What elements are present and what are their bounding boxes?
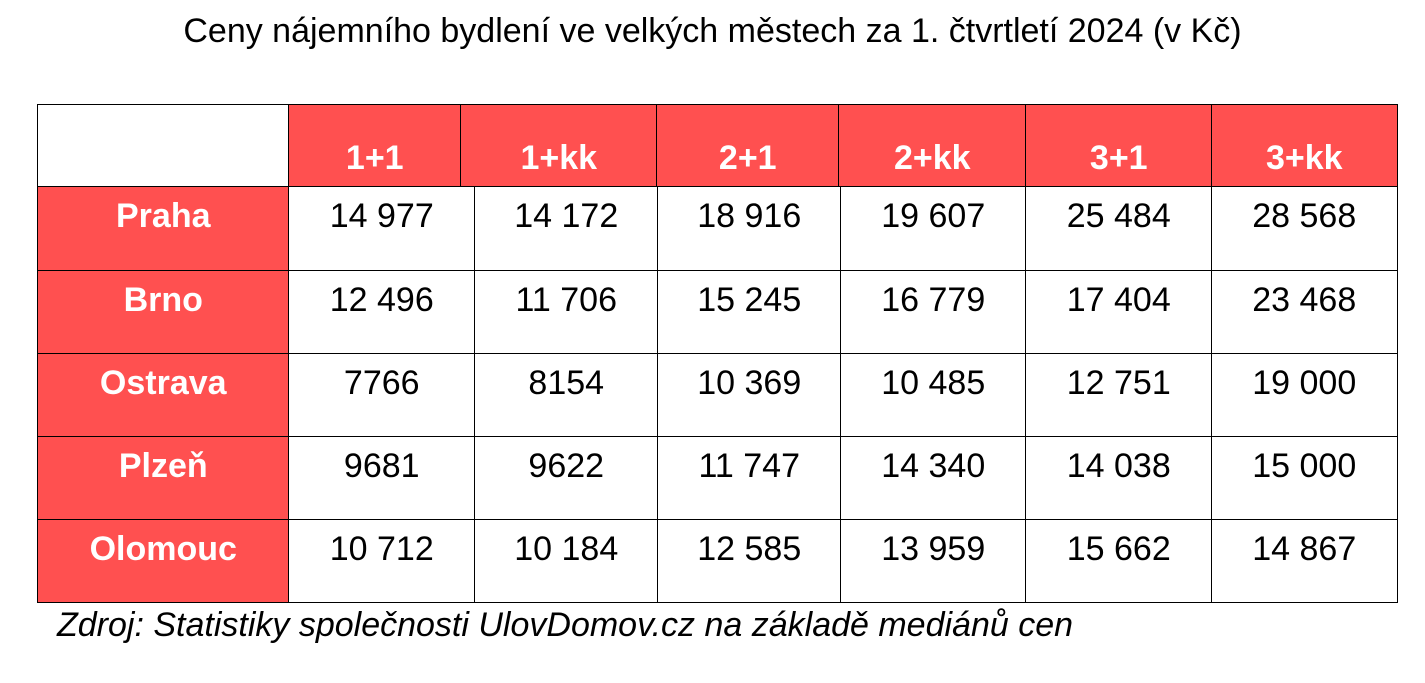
table-cell: 15 662 — [1025, 519, 1213, 603]
table-cell: 18 916 — [657, 186, 842, 272]
table-cell: 12 751 — [1025, 353, 1213, 438]
table-cell: 15 000 — [1211, 436, 1398, 521]
table-cell: 9681 — [288, 436, 476, 521]
column-header: 2+kk — [838, 104, 1027, 188]
table-cell: 8154 — [474, 353, 659, 438]
table-cell: 11 706 — [474, 270, 659, 355]
table-cell: 9622 — [474, 436, 659, 521]
table-cell: 10 485 — [840, 353, 1027, 438]
row-header: Praha — [37, 186, 290, 272]
row-header: Ostrava — [37, 353, 290, 438]
table-cell: 10 184 — [474, 519, 659, 603]
table-cell: 12 496 — [288, 270, 476, 355]
title: Ceny nájemního bydlení ve velkých městec… — [183, 12, 1242, 50]
table-cell: 10 712 — [288, 519, 476, 603]
row-header: Plzeň — [37, 436, 290, 521]
table-cell: 28 568 — [1211, 186, 1398, 272]
column-header: 1+1 — [288, 104, 462, 188]
table-cell: 19 000 — [1211, 353, 1398, 438]
table-cell: 11 747 — [657, 436, 842, 521]
table-cell: 15 245 — [657, 270, 842, 355]
table-cell: 19 607 — [840, 186, 1027, 272]
table-cell: 16 779 — [840, 270, 1027, 355]
table-cell: 14 038 — [1025, 436, 1213, 521]
column-header: 2+1 — [656, 104, 840, 188]
table-cell: 12 585 — [657, 519, 842, 603]
source-note: Zdroj: Statistiky společnosti UlovDomov.… — [57, 606, 1074, 644]
table-cell: 17 404 — [1025, 270, 1213, 355]
table-cell: 23 468 — [1211, 270, 1398, 355]
column-header: 1+kk — [460, 104, 658, 188]
column-header: 3+1 — [1025, 104, 1213, 188]
table-cell: 14 172 — [474, 186, 659, 272]
table-cell: 25 484 — [1025, 186, 1213, 272]
row-header: Brno — [37, 270, 290, 355]
table-cell: 14 867 — [1211, 519, 1398, 603]
table-cell: 7766 — [288, 353, 476, 438]
table-cell: 13 959 — [840, 519, 1027, 603]
table-cell: 14 340 — [840, 436, 1027, 521]
corner-cell — [37, 104, 290, 188]
table-cell: 10 369 — [657, 353, 842, 438]
table-cell: 14 977 — [288, 186, 476, 272]
column-header: 3+kk — [1211, 104, 1398, 188]
row-header: Olomouc — [37, 519, 290, 603]
